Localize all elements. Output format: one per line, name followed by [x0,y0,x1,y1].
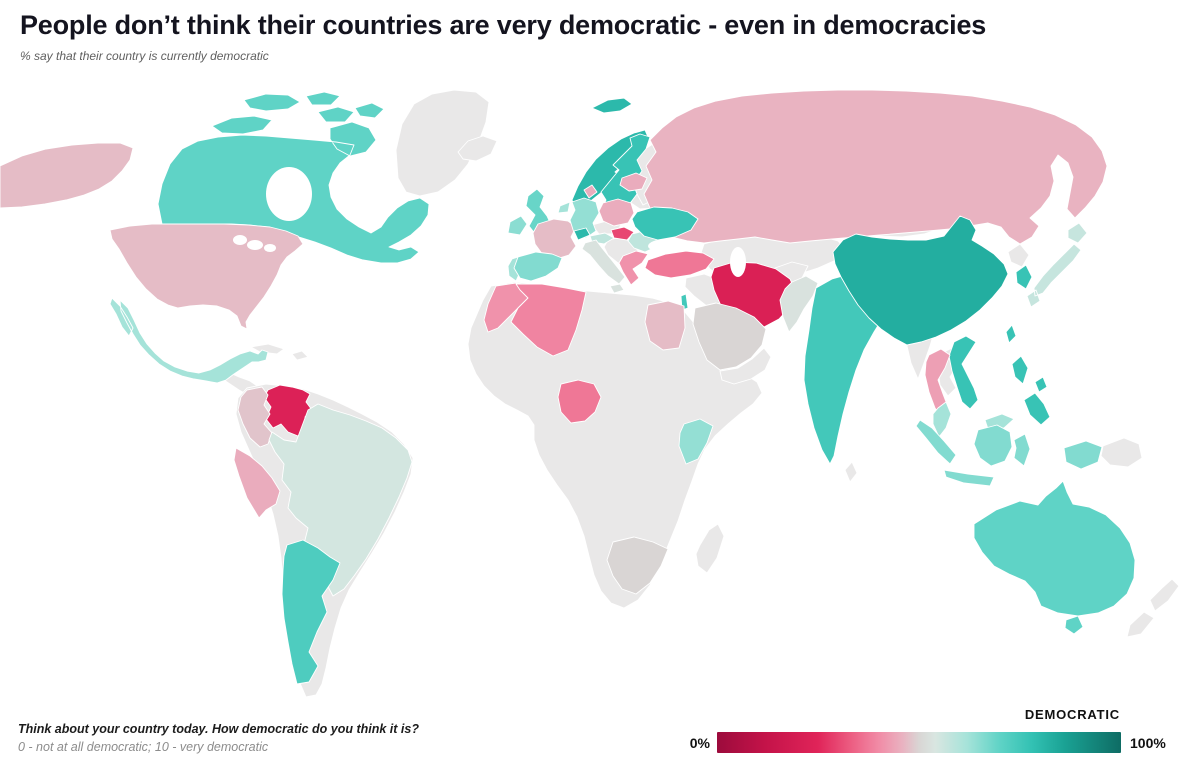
footnote-scale: 0 - not at all democratic; 10 - very dem… [18,740,269,754]
hudson-bay [266,167,312,221]
country-italy[interactable] [581,239,626,294]
great-lake-mid [247,240,263,250]
country-colombia[interactable] [237,386,273,448]
legend-title: DEMOCRATIC [1024,707,1120,722]
landmass-iceland [457,135,498,162]
country-brazil[interactable] [268,403,413,597]
water-overlays [233,167,746,277]
country-spain[interactable] [513,251,563,282]
country-mexico[interactable] [109,297,269,384]
caspian-sea [730,247,746,277]
country-algeria[interactable] [510,283,587,357]
footnote-question: Think about your country today. How demo… [18,722,419,736]
country-argentina[interactable] [281,539,341,685]
country-south-africa[interactable] [606,536,669,595]
black-sea [648,239,688,253]
country-russia[interactable] [643,89,1108,245]
landmass-sri-lanka [844,461,858,483]
chart-title: People don’t think their countries are v… [20,10,987,40]
landmass-cuba [250,343,285,355]
country-turkey[interactable] [644,250,715,279]
country-switzerland[interactable] [573,227,591,241]
legend-min-label: 0% [689,735,710,751]
legend-gradient-bar [717,732,1121,753]
country-australia[interactable] [973,480,1136,635]
country-poland[interactable] [598,198,635,227]
world-choropleth-map [0,80,1200,708]
country-ukraine[interactable] [631,206,699,241]
great-lake-east [264,244,276,252]
landmass-madagascar [695,523,725,574]
country-netherlands[interactable] [557,201,571,214]
world-map-svg [0,89,1180,698]
landmass-greenland [395,89,490,197]
country-kenya[interactable] [678,418,714,465]
landmass-new-zealand [1126,578,1180,638]
country-japan[interactable] [1026,222,1088,308]
country-peru[interactable] [233,447,281,519]
countries-with-data [0,89,1136,685]
country-indonesia[interactable] [915,419,1103,487]
country-taiwan[interactable] [1005,324,1017,344]
country-ireland[interactable] [507,215,528,236]
country-france[interactable] [532,218,577,260]
country-philippines[interactable] [1011,355,1051,426]
country-baltic-states[interactable] [619,172,648,192]
country-germany[interactable] [569,197,600,239]
country-nigeria[interactable] [557,379,602,424]
landmass-papua-new-guinea [1100,437,1143,468]
landmass-north-korea [1007,243,1030,268]
country-saudi-arabia[interactable] [692,302,767,371]
legend-max-label: 100% [1130,735,1166,751]
footnote: Think about your country today. How demo… [18,720,419,756]
country-china[interactable] [832,215,1009,346]
country-greece[interactable] [618,250,649,286]
chart-subtitle: % say that their country is currently de… [20,49,269,63]
country-pakistan[interactable] [779,275,819,333]
country-vietnam[interactable] [948,335,979,410]
country-egypt[interactable] [644,300,686,351]
country-denmark[interactable] [583,184,598,199]
great-lake-west [233,235,247,245]
country-south-korea[interactable] [1015,264,1033,290]
landmass-hispaniola [291,350,309,361]
country-united-states[interactable] [0,142,304,330]
landmass-yemen-oman [719,347,772,385]
